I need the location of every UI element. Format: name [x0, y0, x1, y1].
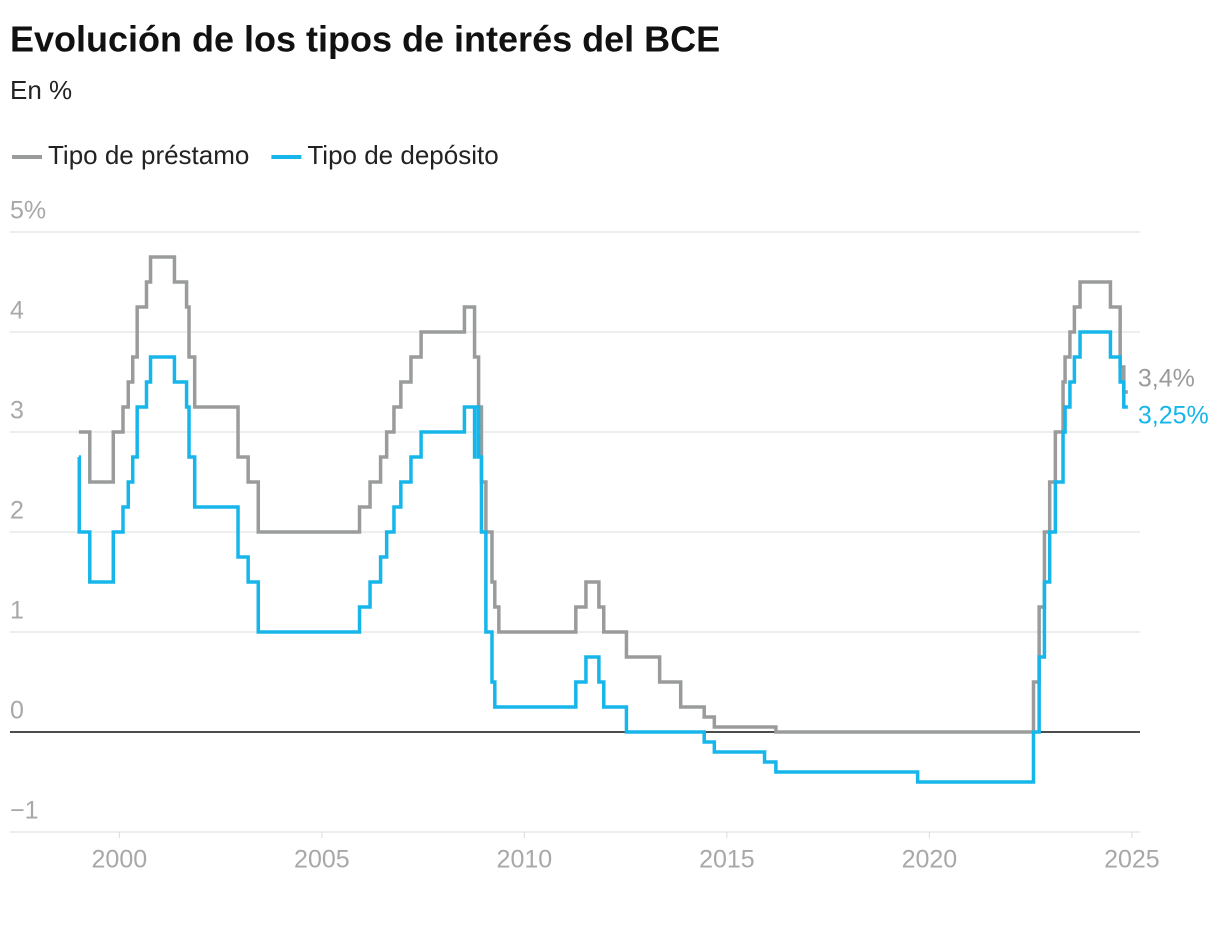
series-line [77, 330, 1128, 784]
series-line [78, 255, 1128, 734]
y-tick-label: 4 [10, 297, 24, 325]
legend-label: Tipo de préstamo [48, 140, 249, 170]
y-tick-label: 0 [10, 697, 24, 725]
chart-subtitle: En % [10, 75, 72, 105]
x-tick-label: 2005 [294, 846, 350, 874]
y-tick-label: 2 [10, 497, 24, 525]
chart-title: Evolución de los tipos de interés del BC… [10, 19, 720, 60]
y-tick-label: 3 [10, 397, 24, 425]
y-tick-label: 1 [10, 597, 24, 625]
y-tick-label: 5% [10, 197, 46, 225]
x-tick-label: 2000 [92, 846, 148, 874]
end-label: 3,4% [1138, 365, 1195, 393]
x-tick-label: 2010 [497, 846, 553, 874]
x-tick-label: 2020 [902, 846, 958, 874]
legend-label: Tipo de depósito [307, 140, 498, 170]
x-tick-label: 2015 [699, 846, 755, 874]
x-tick-label: 2025 [1104, 846, 1160, 874]
end-label: 3,25% [1138, 402, 1209, 430]
y-tick-label: −1 [10, 797, 39, 825]
